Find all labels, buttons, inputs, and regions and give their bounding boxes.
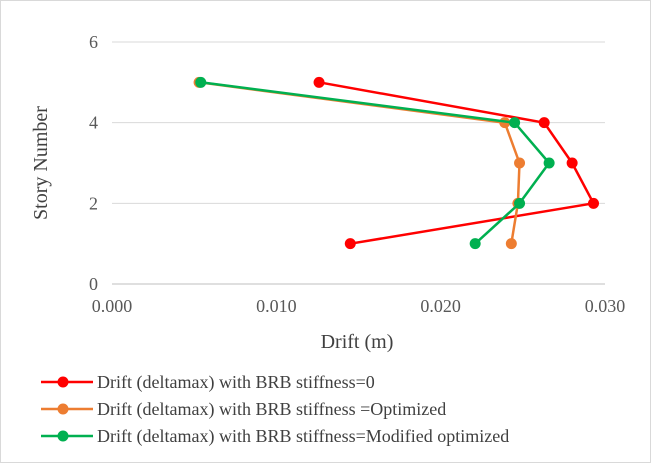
series-line	[198, 81, 521, 244]
series-3	[195, 76, 555, 250]
series-lines	[193, 76, 599, 250]
data-point	[538, 117, 550, 129]
legend-label: Drift (deltamax) with BRB stiffness=0	[97, 372, 375, 393]
legend-swatch-marker	[57, 430, 69, 442]
legend-swatch-marker	[57, 376, 69, 388]
y-tick-label: 2	[89, 193, 98, 213]
y-tick-label: 6	[89, 32, 98, 52]
data-point	[505, 238, 517, 250]
x-tick-label: 0.030	[585, 296, 626, 316]
x-tick-label: 0.020	[420, 296, 461, 316]
data-point	[469, 238, 481, 250]
legend-label: Drift (deltamax) with BRB stiffness=Modi…	[97, 426, 509, 447]
legend-entry: Drift (deltamax) with BRB stiffness =Opt…	[41, 399, 446, 420]
legend-swatch-marker	[57, 403, 69, 415]
tick-labels: 0 2 4 6 0.000 0.010 0.020 0.030	[89, 32, 625, 316]
data-point	[543, 157, 555, 169]
data-point	[566, 157, 578, 169]
x-tick-label: 0.000	[92, 296, 133, 316]
data-point	[313, 76, 325, 88]
x-axis-title: Drift (m)	[321, 331, 394, 353]
y-tick-label: 4	[89, 113, 98, 133]
data-point	[509, 117, 521, 129]
series-1	[313, 76, 599, 250]
gridlines	[112, 41, 605, 204]
y-tick-label: 0	[89, 274, 98, 294]
legend-entry: Drift (deltamax) with BRB stiffness=0	[41, 372, 375, 393]
data-point	[195, 76, 207, 88]
data-point	[587, 197, 599, 209]
legend: Drift (deltamax) with BRB stiffness=0 Dri…	[41, 372, 509, 447]
data-point	[514, 157, 526, 169]
legend-entry: Drift (deltamax) with BRB stiffness=Modi…	[41, 426, 509, 447]
x-tick-label: 0.010	[256, 296, 297, 316]
legend-label: Drift (deltamax) with BRB stiffness =Opt…	[97, 399, 446, 420]
data-point	[344, 238, 356, 250]
y-axis-title: Story Number	[30, 106, 52, 220]
data-point	[514, 197, 526, 209]
